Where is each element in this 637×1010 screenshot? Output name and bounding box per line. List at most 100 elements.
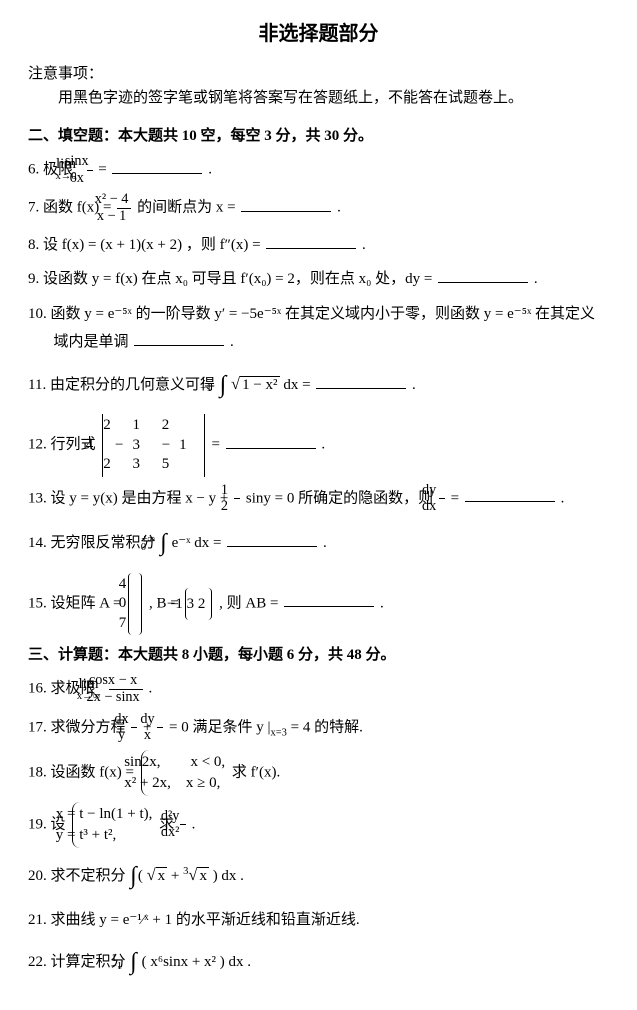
q19-num: d²y	[180, 809, 186, 826]
question-12: 12. 行列式 2 1 2 4 −3 −1 2 3 5 = .	[28, 414, 609, 477]
q11-dx: dx =	[283, 377, 314, 393]
q15-end: .	[380, 595, 384, 611]
q12-blank	[226, 433, 316, 449]
question-10: 10. 函数 y = e⁻⁵ˣ 的一阶导数 y′ = −5e⁻⁵ˣ 在其定义域内…	[28, 300, 609, 357]
q14-blank	[227, 531, 317, 547]
q18-cases: sin2x, x < 0, x² + 2x, x ≥ 0,	[141, 750, 225, 796]
q7-den: x − 1	[117, 209, 131, 225]
q18-text-a: 18. 设函数 f(x) =	[28, 764, 138, 780]
q16-num: cosx − x	[109, 673, 143, 690]
q17-d1: y	[131, 728, 137, 744]
q12-determinant: 2 1 2 4 −3 −1 2 3 5	[102, 414, 204, 477]
q12-end: .	[321, 437, 325, 453]
question-15: 15. 设矩阵 A = 4 0 7 , B = −1 3 2 , 则 AB = …	[28, 573, 609, 636]
q13-half: 1 2	[234, 483, 240, 515]
q11-radical-icon: √	[231, 374, 240, 393]
q20-text-a: 20. 求不定积分	[28, 868, 129, 884]
q18-case1: sin2x, x < 0,	[150, 752, 225, 773]
q9-text-a: 9. 设函数 y = f(x) 在点 x₀ 可导且 f′(x₀) = 2，则在点…	[28, 271, 436, 287]
question-9: 9. 设函数 y = f(x) 在点 x₀ 可导且 f′(x₀) = 2，则在点…	[28, 265, 609, 294]
question-7: 7. 函数 f(x) = x² − 4 x − 1 的间断点为 x = .	[28, 192, 609, 224]
question-14: 14. 无穷限反常积分 ∫0+∞ e⁻ˣ dx = .	[28, 521, 609, 567]
q18-case2: x² + 2x, x ≥ 0,	[150, 773, 225, 794]
q12-row1: 2 1 2	[111, 416, 195, 436]
q19-case1: x = t − ln(1 + t),	[81, 804, 152, 825]
q17-text-c: = 4 的特解.	[291, 719, 363, 735]
q7-end: .	[337, 200, 341, 216]
q6-eq: =	[98, 162, 110, 178]
q18-text-b: 求 f′(x).	[232, 764, 280, 780]
q17-n1: dx	[131, 712, 137, 729]
q9-end: .	[534, 271, 538, 287]
q12-eq: =	[211, 437, 223, 453]
question-8: 8. 设 f(x) = (x + 1)(x + 2) ，则 f″(x) = .	[28, 231, 609, 260]
q10-blank	[134, 330, 224, 346]
question-19: 19. 设 x = t − ln(1 + t), y = t³ + t², 求 …	[28, 802, 609, 848]
q20-radical1-icon: √	[147, 865, 156, 884]
q13-half-den: 2	[234, 499, 240, 515]
q15-matrix-b: −1 3 2	[185, 588, 212, 621]
q17-n2: dy	[157, 712, 163, 729]
q16-frac: cosx − x 2x − sinx	[109, 673, 143, 705]
question-22: 22. 计算定积分 ∫−11 ( x⁶sinx + x² ) dx .	[28, 940, 609, 986]
page-title: 非选择题部分	[28, 18, 609, 50]
q15-text-c: , 则 AB =	[219, 595, 282, 611]
q6-den: 6x	[87, 171, 93, 187]
q9-blank	[438, 267, 528, 283]
q14-integral-icon: ∫0+∞	[160, 530, 167, 556]
q15-text-a: 15. 设矩阵 A =	[28, 595, 125, 611]
q6-num: sinx	[87, 154, 93, 171]
q11-integral-icon: ∫−11	[220, 372, 227, 398]
q10-end: .	[230, 334, 234, 350]
q6-end: .	[208, 162, 212, 178]
q12-row3: 2 3 5	[111, 455, 195, 475]
section2-heading: 二、填空题：本大题共 10 空，每空 3 分，共 30 分。	[28, 124, 609, 148]
q17-frac1: dx y	[131, 712, 137, 744]
q10-text-a: 10. 函数 y = e⁻⁵ˣ 的一阶导数 y′ = −5e⁻⁵ˣ 在其定义域内…	[28, 306, 595, 351]
q19-den: dx²	[180, 825, 186, 841]
q16-den: 2x − sinx	[109, 690, 143, 706]
question-13: 13. 设 y = y(x) 是由方程 x − y + 1 2 siny = 0…	[28, 483, 609, 515]
q19-cases: x = t − ln(1 + t), y = t³ + t²,	[72, 802, 152, 848]
q19-end: .	[192, 816, 196, 832]
q13-dydx: dy dx	[439, 483, 445, 515]
q14-text-a: 14. 无穷限反常积分	[28, 535, 159, 551]
q8-blank	[266, 233, 356, 249]
q13-eq: =	[451, 490, 463, 506]
q17-sub: x=3	[270, 727, 286, 738]
q13-dy: dy	[439, 483, 445, 500]
q22-integral-icon: ∫−11	[130, 949, 137, 975]
q7-text-b: 的间断点为 x =	[137, 200, 239, 216]
q15-blank	[284, 591, 374, 607]
q6-frac: sinx 6x	[87, 154, 93, 186]
q13-end: .	[561, 490, 565, 506]
q13-text-a: 13. 设 y = y(x) 是由方程 x − y +	[28, 490, 232, 506]
q17-frac2: dy x	[157, 712, 163, 744]
q20-rad2: x	[197, 867, 209, 884]
q13-half-num: 1	[234, 483, 240, 500]
q7-frac: x² − 4 x − 1	[117, 192, 131, 224]
q15-matrix-a: 4 0 7	[128, 573, 142, 636]
q17-text-b: = 0 满足条件 y |	[169, 719, 270, 735]
q6-blank	[112, 158, 202, 174]
question-16: 16. 求极限 lim x→∞ cosx − x 2x − sinx .	[28, 673, 609, 705]
q13-text-b: siny = 0 所确定的隐函数，则	[246, 490, 437, 506]
q16-end: .	[148, 681, 152, 697]
notice-body: 用黑色字迹的签字笔或钢笔将答案写在答题纸上，不能答在试题卷上。	[28, 86, 609, 110]
q8-text-a: 8. 设 f(x) = (x + 1)(x + 2) ，则 f″(x) =	[28, 237, 264, 253]
q19-case2: y = t³ + t²,	[81, 825, 152, 846]
q7-num: x² − 4	[117, 192, 131, 209]
q19-frac: d²y dx²	[180, 809, 186, 841]
q11-radicand: 1 − x²	[240, 376, 279, 393]
q14-integrand: e⁻ˣ dx =	[172, 535, 226, 551]
q20-integral-icon: ∫	[130, 863, 137, 889]
notice-heading: 注意事项：	[28, 62, 609, 86]
q20-rad1: x	[156, 867, 168, 884]
question-11: 11. 由定积分的几何意义可得 ∫−11 √1 − x² dx = .	[28, 363, 609, 409]
q11-blank	[316, 373, 406, 389]
q8-end: .	[362, 237, 366, 253]
q17-d2: x	[157, 728, 163, 744]
q13-blank	[465, 486, 555, 502]
q12-row2: 4 −3 −1	[111, 436, 195, 456]
question-20: 20. 求不定积分 ∫( √x + 3√x ) dx .	[28, 854, 609, 900]
